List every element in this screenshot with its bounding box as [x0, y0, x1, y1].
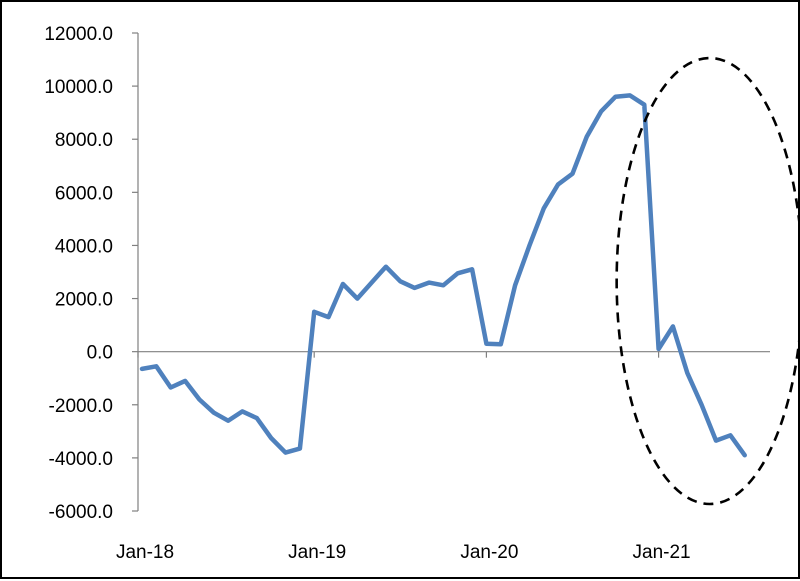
x-tick-label: Jan-21 — [633, 542, 691, 563]
y-tick-label: 12000.0 — [44, 24, 113, 45]
x-tick-label: Jan-20 — [460, 542, 518, 563]
y-tick-label: -4000.0 — [49, 449, 113, 470]
y-tick-label: -6000.0 — [49, 502, 113, 523]
highlight-ellipse — [615, 56, 800, 506]
y-tick-label: 0.0 — [87, 343, 113, 364]
x-ticks-group: Jan-18 Jan-19 Jan-20 Jan-21 — [116, 351, 691, 563]
y-tick-label: 10000.0 — [44, 77, 113, 98]
y-ticks-group: 12000.0 10000.0 8000.0 6000.0 4000.0 2000.0 0.… — [44, 24, 138, 523]
x-tick-label: Jan-19 — [288, 542, 346, 563]
y-tick-label: 8000.0 — [55, 130, 113, 151]
y-tick-label: 4000.0 — [55, 236, 113, 257]
axes-group — [137, 33, 770, 511]
y-tick-label: -2000.0 — [49, 396, 113, 417]
y-tick-label: 6000.0 — [55, 183, 113, 204]
y-tick-label: 2000.0 — [55, 290, 113, 311]
x-tick-label: Jan-18 — [116, 542, 174, 563]
series-layer — [139, 93, 747, 458]
annotation-layer — [615, 56, 800, 506]
series-line — [139, 93, 747, 458]
